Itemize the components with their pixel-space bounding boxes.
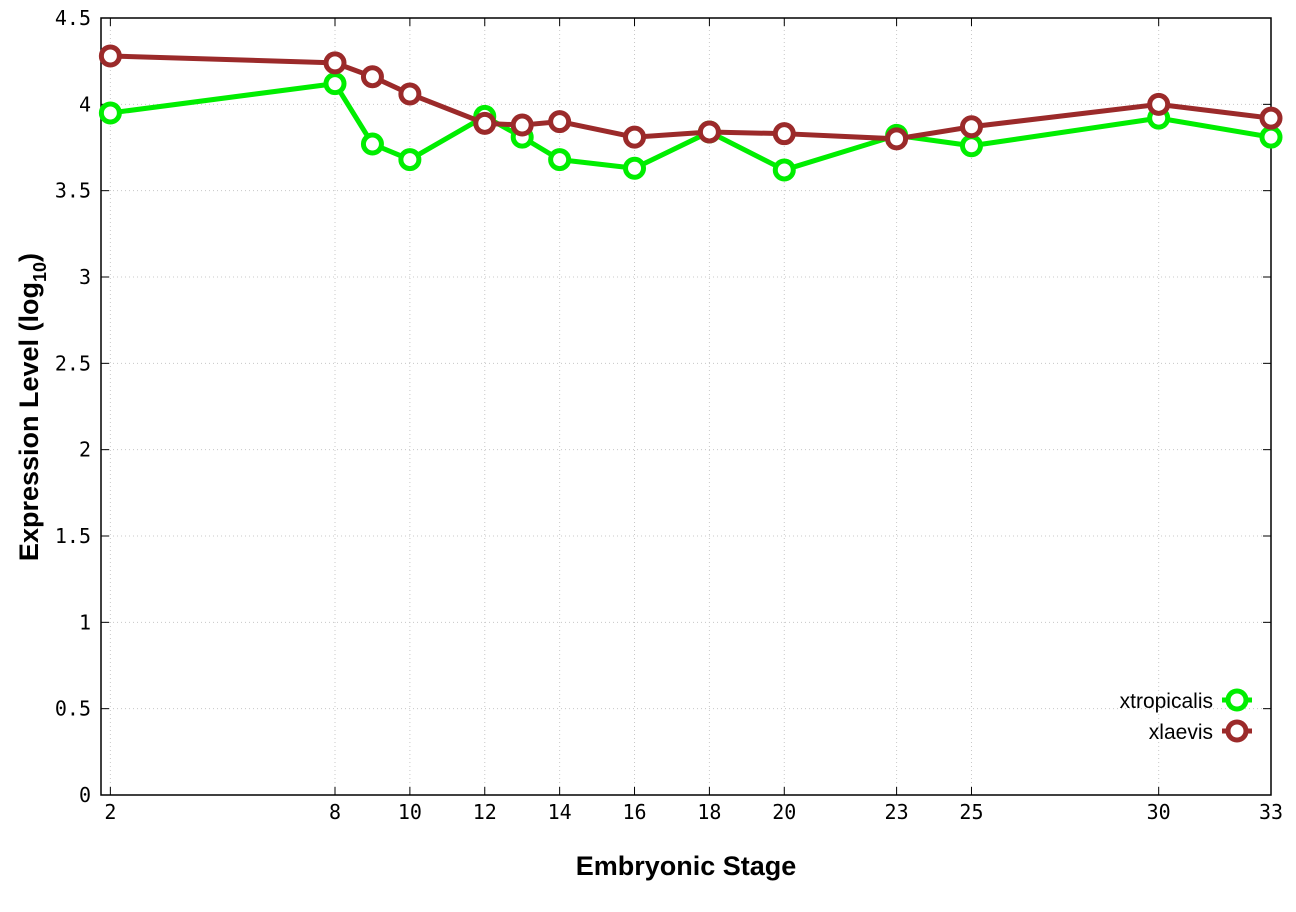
- x-tick-label: 16: [622, 800, 646, 824]
- data-point-xlaevis: [398, 82, 422, 106]
- x-tick-label: 33: [1259, 800, 1283, 824]
- y-axis-title-main: Expression Level (log: [14, 282, 44, 561]
- y-axis-title-subscript: 10: [30, 262, 50, 282]
- series-xtropicalis: [98, 72, 1283, 182]
- y-tick-label: 1.5: [55, 524, 91, 548]
- legend-swatch-marker-xtropicalis: [1225, 688, 1249, 712]
- x-axis-title: Embryonic Stage: [576, 851, 797, 881]
- legend-label-xtropicalis: xtropicalis: [1120, 690, 1213, 713]
- legend: xtropicalis xlaevis: [1120, 688, 1252, 744]
- y-tick-label: 3.5: [55, 179, 91, 203]
- y-tick-label: 2.5: [55, 351, 91, 375]
- data-point-xlaevis: [510, 113, 534, 137]
- y-axis-title: Expression Level (log10): [14, 253, 50, 561]
- x-tick-label: 2: [104, 800, 116, 824]
- y-tick-label: 1: [79, 610, 91, 634]
- data-point-xlaevis: [885, 127, 909, 151]
- x-tick-label: 20: [772, 800, 796, 824]
- svg-text:Expression Level (log10): Expression Level (log10): [14, 253, 50, 561]
- data-point-xlaevis: [697, 120, 721, 144]
- x-tick-label: 18: [697, 800, 721, 824]
- data-point-xtropicalis: [1259, 125, 1283, 149]
- data-point-xtropicalis: [360, 132, 384, 156]
- plot-frame: [100, 17, 1272, 796]
- y-tick-label: 0.5: [55, 697, 91, 721]
- data-point-xlaevis: [323, 51, 347, 75]
- legend-swatch-marker-xlaevis: [1225, 719, 1249, 743]
- x-tick-label: 14: [548, 800, 572, 824]
- series-layer: [98, 44, 1283, 182]
- tick-layer: 0 0.5 1 1.5 2 2.5 3 3.5 4 4.5 2 8 10 12 14 16 18 20 23 25 30…: [55, 6, 1283, 824]
- data-point-xtropicalis: [398, 148, 422, 172]
- x-tick-label: 25: [959, 800, 983, 824]
- x-tick-label: 23: [885, 800, 909, 824]
- data-point-xlaevis: [772, 122, 796, 146]
- y-tick-label: 4: [79, 92, 91, 116]
- data-point-xlaevis: [1259, 106, 1283, 130]
- data-point-xlaevis: [1147, 92, 1171, 116]
- data-point-xlaevis: [959, 115, 983, 139]
- y-tick-label: 0: [79, 783, 91, 807]
- data-point-xlaevis: [623, 125, 647, 149]
- data-point-xtropicalis: [98, 101, 122, 125]
- data-point-xlaevis: [548, 110, 572, 134]
- data-point-xtropicalis: [548, 148, 572, 172]
- data-point-xlaevis: [473, 111, 497, 135]
- y-tick-label: 3: [79, 265, 91, 289]
- grid-layer: [101, 18, 1271, 795]
- data-point-xtropicalis: [772, 158, 796, 182]
- x-tick-label: 8: [329, 800, 341, 824]
- series-line-xtropicalis: [110, 81, 1272, 173]
- x-tick-label: 30: [1147, 800, 1171, 824]
- x-tick-label: 10: [398, 800, 422, 824]
- y-tick-label: 2: [79, 438, 91, 462]
- series-xlaevis: [98, 44, 1283, 151]
- data-point-xlaevis: [360, 65, 384, 89]
- x-tick-label: 12: [473, 800, 497, 824]
- data-point-xtropicalis: [959, 134, 983, 158]
- data-point-xtropicalis: [323, 72, 347, 96]
- y-axis-title-close: ): [14, 253, 44, 262]
- legend-label-xlaevis: xlaevis: [1149, 721, 1213, 744]
- data-point-xlaevis: [98, 44, 122, 68]
- y-tick-label: 4.5: [55, 6, 91, 30]
- data-point-xtropicalis: [623, 156, 647, 180]
